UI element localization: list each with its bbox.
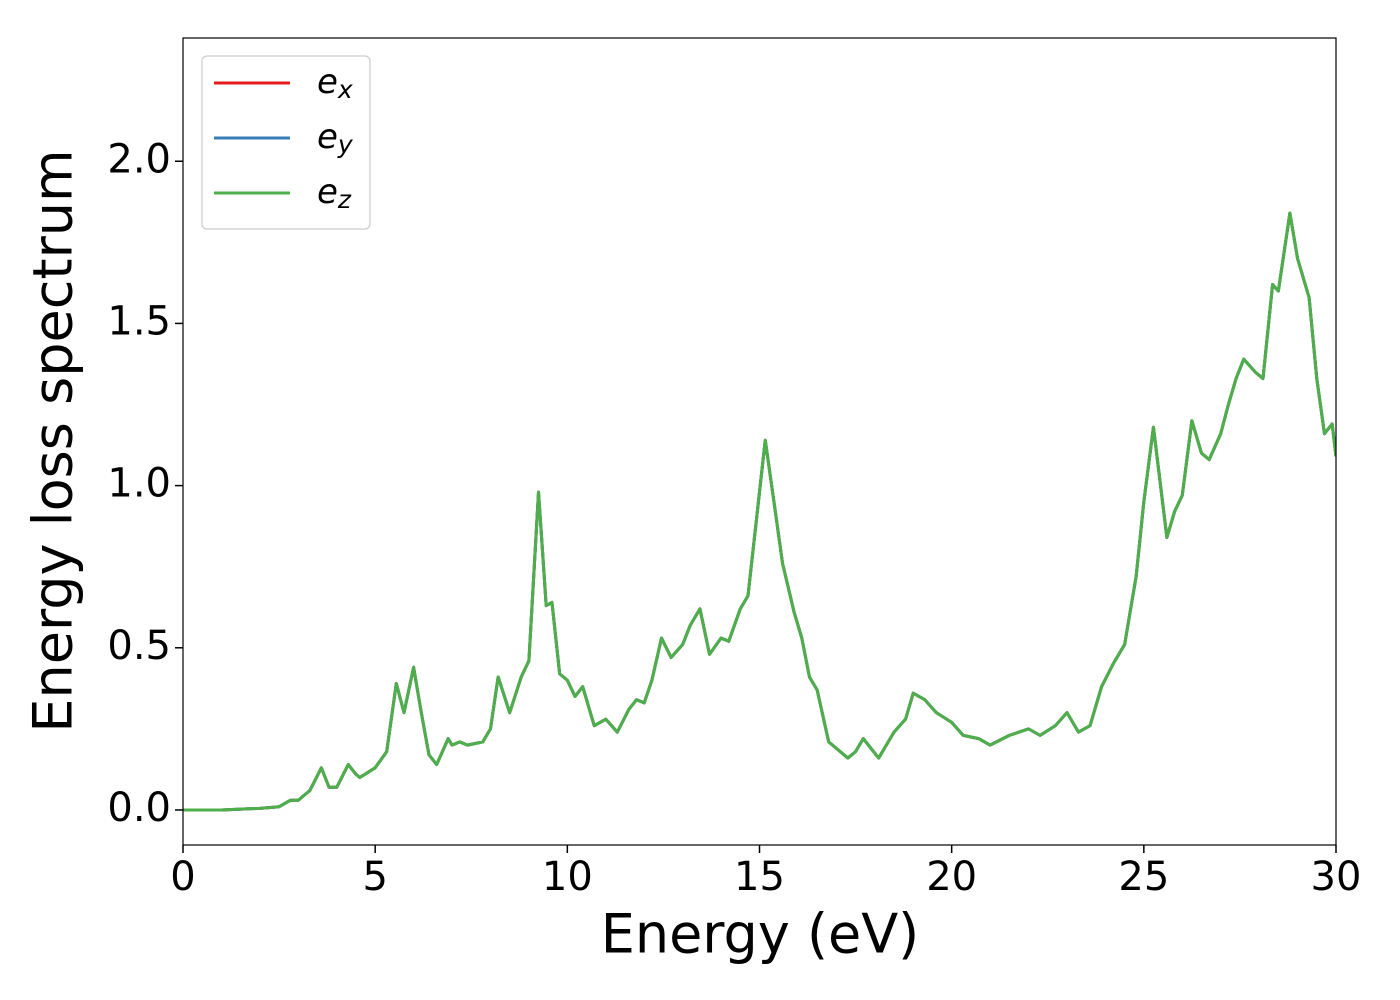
y-tick-label: 1.0 (107, 461, 171, 507)
x-tick-label: 20 (926, 854, 977, 900)
y-tick-label: 1.5 (107, 298, 171, 344)
x-axis-label: Energy (eV) (601, 903, 920, 966)
legend-label: ex (317, 62, 353, 105)
x-tick-label: 25 (1118, 854, 1169, 900)
x-tick-label: 10 (542, 854, 593, 900)
x-tick-label: 0 (170, 854, 195, 900)
plot-frame (182, 37, 1337, 846)
legend-label: ez (317, 172, 352, 215)
y-axis-label: Energy loss spectrum (22, 149, 85, 732)
y-tick-label: 2.0 (107, 136, 171, 182)
y-tick-label: 0.0 (107, 785, 171, 831)
y-tick-label: 0.5 (107, 623, 171, 669)
series-line (183, 211, 1336, 812)
x-tick-label: 30 (1311, 854, 1362, 900)
legend-box (201, 55, 371, 230)
x-tick-label: 5 (362, 854, 387, 900)
x-tick-label: 15 (734, 854, 785, 900)
legend-label: ey (317, 117, 354, 160)
